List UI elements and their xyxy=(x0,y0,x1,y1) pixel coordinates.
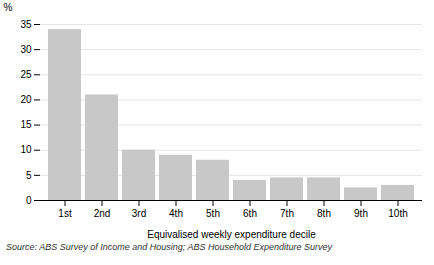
svg-text:6th: 6th xyxy=(243,208,257,219)
svg-text:10: 10 xyxy=(20,144,32,155)
svg-text:7th: 7th xyxy=(280,208,294,219)
html-text:Source: ABS Survey of Income a: Source: ABS Survey of Income and Housing… xyxy=(6,242,332,252)
svg-text:8th: 8th xyxy=(317,208,331,219)
svg-text:4th: 4th xyxy=(169,208,183,219)
svg-text:2nd: 2nd xyxy=(94,208,111,219)
svg-text:5: 5 xyxy=(26,170,32,181)
svg-text:5th: 5th xyxy=(206,208,220,219)
svg-text:30: 30 xyxy=(20,44,32,55)
svg-text:%: % xyxy=(4,2,13,13)
svg-text:1st: 1st xyxy=(58,208,72,219)
svg-text:20: 20 xyxy=(20,94,32,105)
svg-text:25: 25 xyxy=(20,69,32,80)
svg-text:35: 35 xyxy=(20,19,32,30)
svg-text:Equivalised weekly expenditure: Equivalised weekly expenditure decile xyxy=(147,229,316,240)
svg-text:10th: 10th xyxy=(388,208,407,219)
svg-text:9th: 9th xyxy=(354,208,368,219)
svg-text:3rd: 3rd xyxy=(132,208,146,219)
svg-text:15: 15 xyxy=(20,119,32,130)
svg-text:0: 0 xyxy=(26,195,32,206)
